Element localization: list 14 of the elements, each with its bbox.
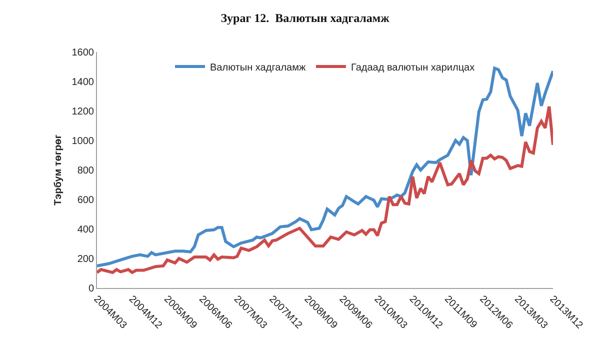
y-tick-label: 1400 xyxy=(72,77,94,88)
y-tick-label: 600 xyxy=(77,195,94,206)
y-tick-label: 1000 xyxy=(72,136,94,147)
y-tick-label: 0 xyxy=(88,284,94,294)
y-tick-label: 1600 xyxy=(72,48,94,58)
legend-label: Валютын хадгаламж xyxy=(210,62,306,74)
chart-title: Зураг 12. Валютын хадгаламж xyxy=(220,11,390,26)
y-tick-label: 200 xyxy=(77,254,94,265)
line-series xyxy=(97,105,553,274)
y-axis-title: Тэрбум төгрөг xyxy=(52,134,64,206)
y-tick-label: 800 xyxy=(77,166,94,176)
legend-label: Гадаад валютын харилцах xyxy=(350,62,475,74)
y-tick-label: 1200 xyxy=(72,106,94,118)
y-tick-label: 400 xyxy=(77,224,94,236)
